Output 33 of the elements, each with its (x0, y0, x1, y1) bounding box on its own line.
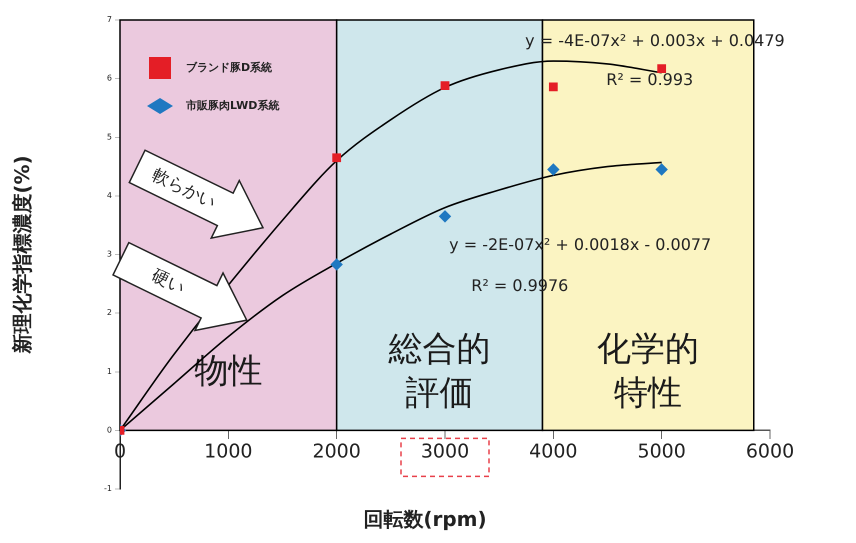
point (440, 81, 450, 90)
y-tick-label: -1 (104, 484, 112, 494)
x-tick-label: 6000 (746, 440, 794, 463)
point (332, 153, 342, 162)
point (439, 210, 451, 222)
point (548, 82, 558, 92)
x-tick-label: 2000 (312, 440, 361, 463)
y-tick-label: 1 (106, 366, 112, 376)
annotation: R² = 0.993 (606, 70, 694, 90)
band-label: 物性 (194, 351, 262, 392)
point (330, 258, 343, 270)
x-tick-label: 1000 (204, 440, 253, 463)
point (657, 64, 666, 74)
point (656, 163, 668, 176)
x-tick-label: 4000 (529, 440, 578, 463)
annotation: 硬い (148, 265, 188, 298)
y-axis-title: 新理化学指標濃度(%) (10, 155, 34, 355)
y-tick-label: 4 (106, 190, 112, 200)
x-axis-title: 回転数(rpm) (363, 507, 487, 532)
annotation: 軟らかい (148, 164, 220, 216)
legend-label: ブランド豚D系統 (186, 60, 272, 74)
band-label: 総合的評価 (388, 329, 491, 414)
legend-label: 市販豚肉LWD系統 (185, 98, 280, 112)
y-tick-label: 0 (106, 425, 112, 434)
y-tick-label: 7 (106, 15, 112, 24)
y-tick-label: 5 (106, 132, 112, 142)
band-label: 化学的特性 (597, 329, 700, 414)
point (547, 163, 560, 176)
x-tick-label: 3000 (420, 440, 470, 463)
y-tick-label: 2 (106, 308, 112, 318)
y-tick-label: 3 (106, 250, 112, 259)
x-tick-label: 5000 (637, 440, 686, 463)
y-tick-label: 6 (106, 74, 112, 83)
